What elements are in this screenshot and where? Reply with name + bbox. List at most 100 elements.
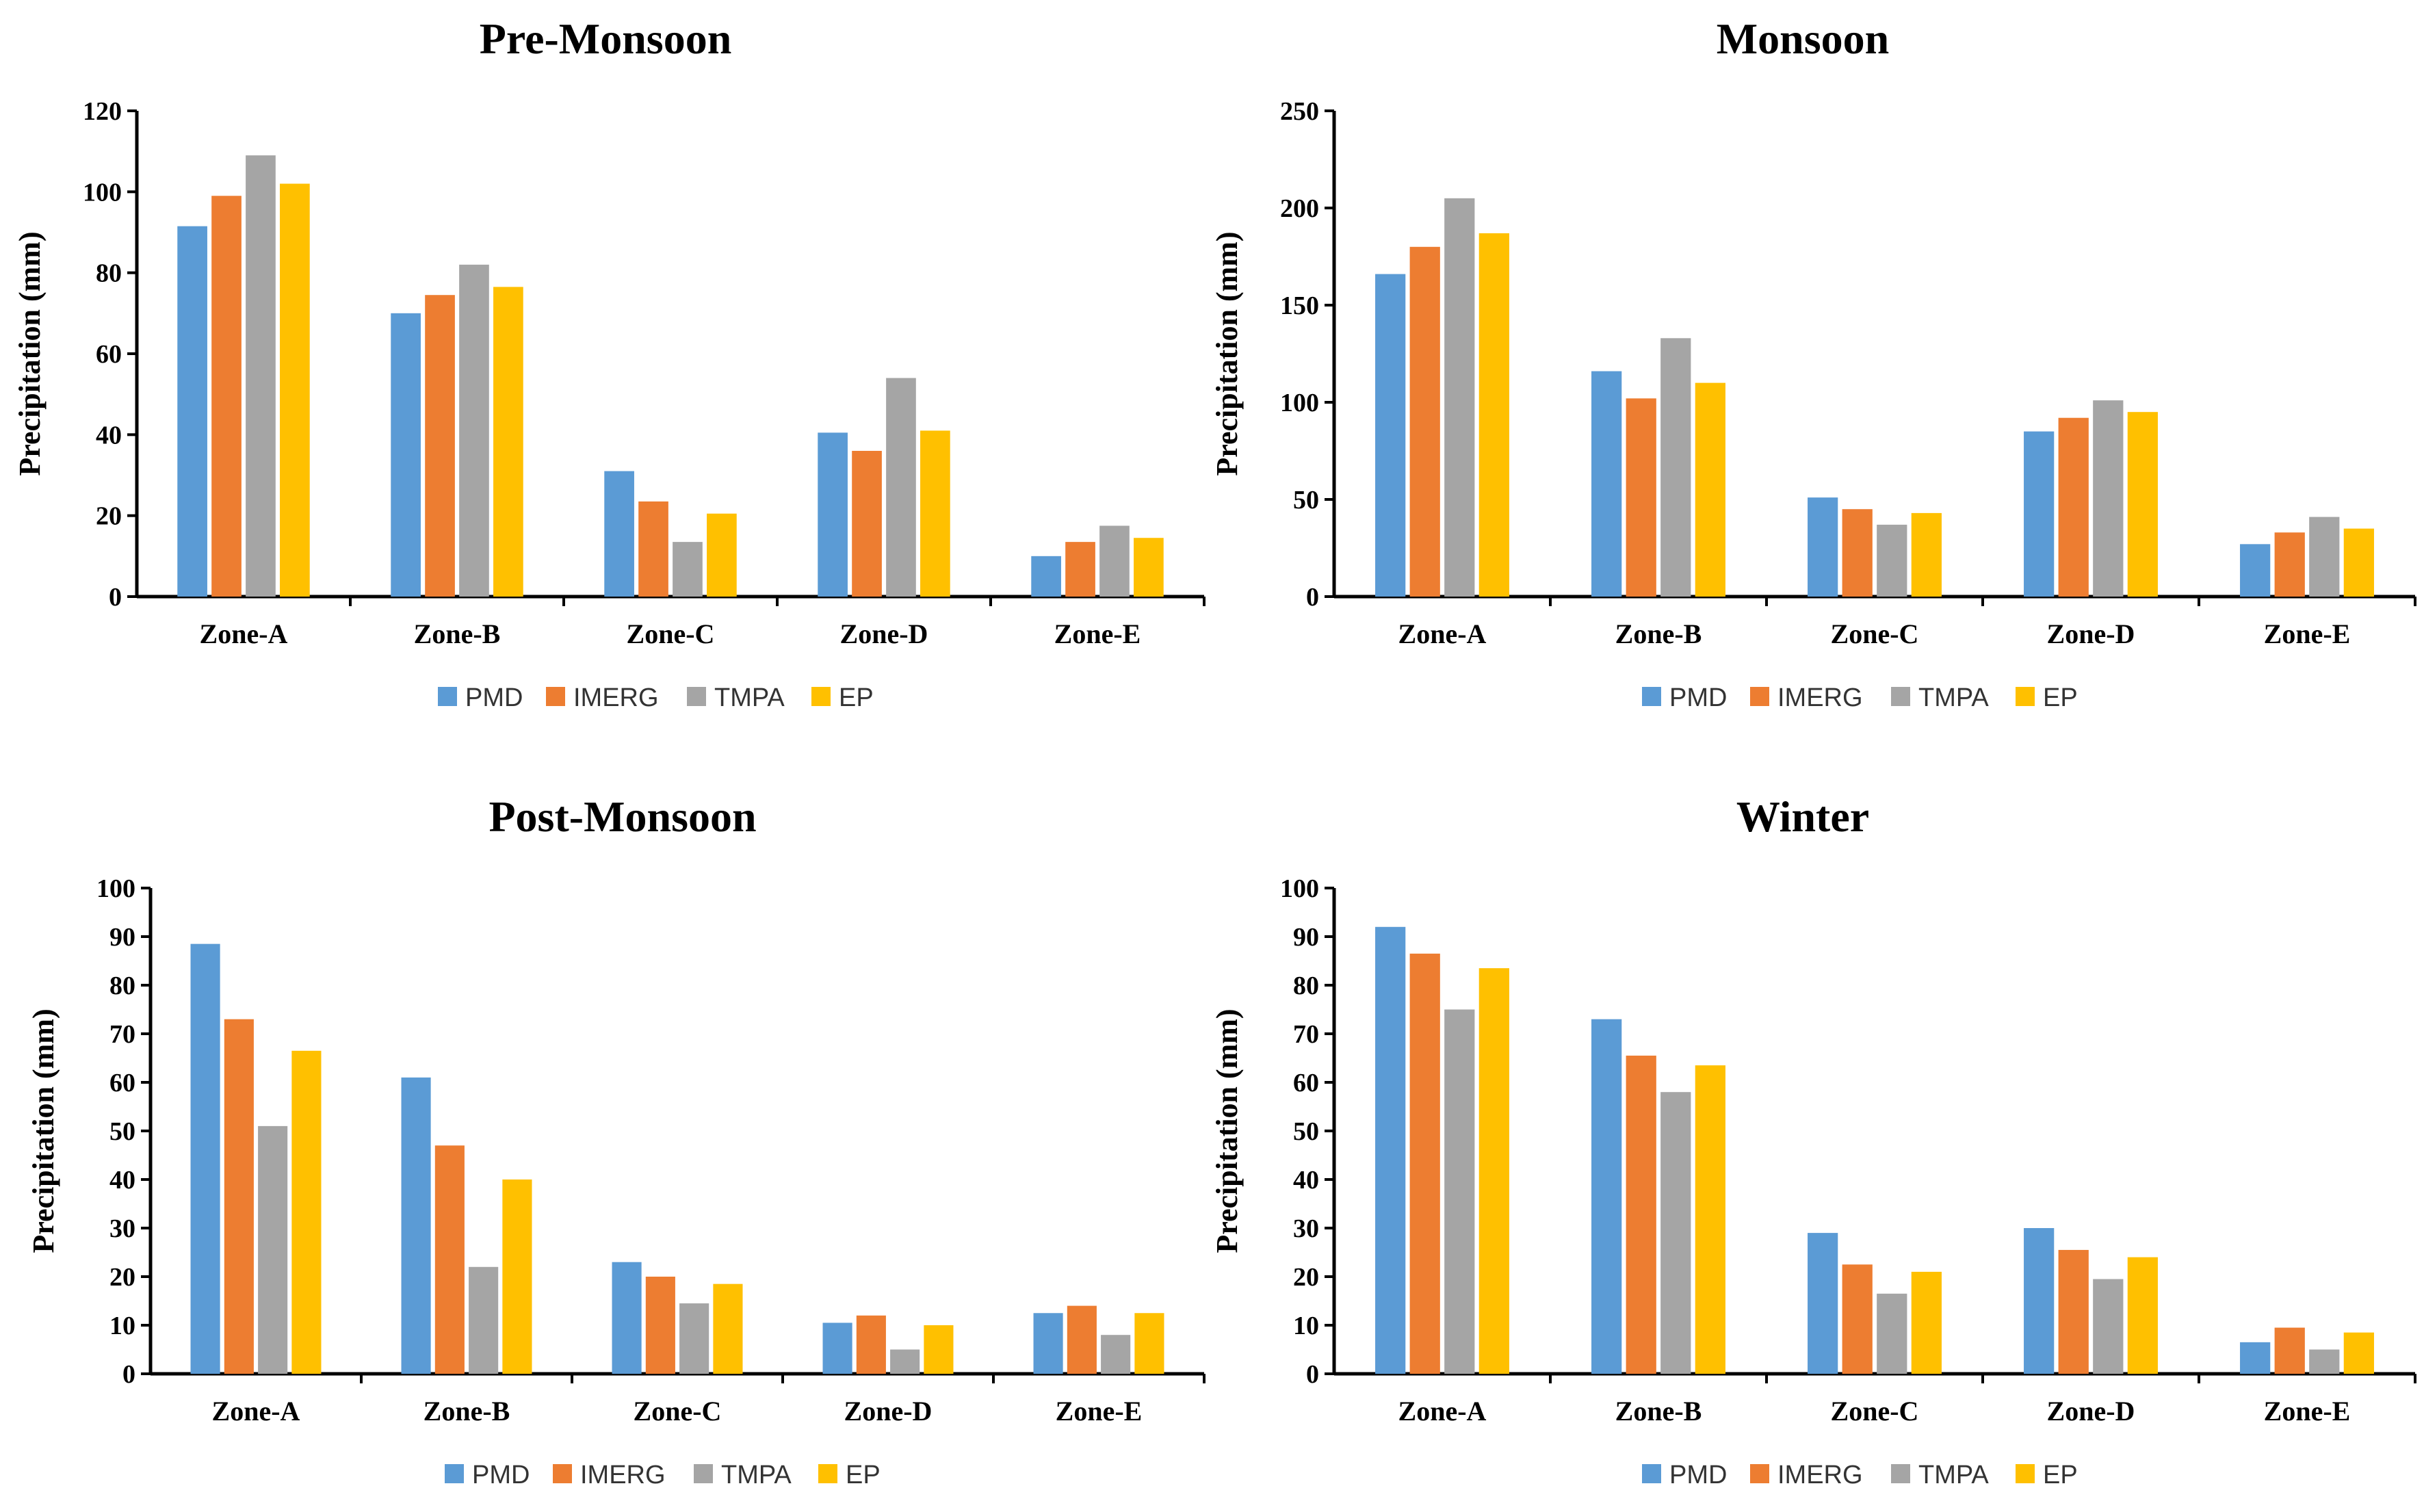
legend-swatch-ep bbox=[811, 687, 831, 706]
bar-ep-zone-e bbox=[2343, 1332, 2374, 1374]
y-tick-label: 0 bbox=[1306, 583, 1319, 612]
y-tick-label: 100 bbox=[1280, 874, 1319, 903]
bar-imerg-zone-c bbox=[1842, 509, 1873, 597]
bar-ep-zone-b bbox=[1695, 382, 1725, 597]
bar-imerg-zone-d bbox=[2058, 1249, 2089, 1374]
y-tick-label: 70 bbox=[109, 1020, 135, 1049]
legend-swatch-pmd bbox=[1642, 1464, 1661, 1483]
bar-tmpa-zone-c bbox=[1877, 1293, 1907, 1374]
bar-ep-zone-b bbox=[502, 1179, 532, 1374]
bar-pmd-zone-b bbox=[391, 313, 421, 597]
x-category-label: Zone-A bbox=[200, 618, 288, 649]
bar-ep-zone-d bbox=[924, 1325, 954, 1374]
bar-pmd-zone-d bbox=[818, 432, 848, 597]
bar-imerg-zone-b bbox=[1626, 398, 1656, 597]
bar-tmpa-zone-c bbox=[673, 542, 703, 597]
legend-swatch-tmpa bbox=[687, 687, 706, 706]
x-category-label: Zone-A bbox=[212, 1396, 300, 1426]
legend-label-tmpa: TMPA bbox=[1918, 683, 1989, 712]
x-category-label: Zone-D bbox=[2047, 618, 2135, 649]
y-tick-label: 50 bbox=[1293, 1117, 1319, 1146]
y-tick-label: 0 bbox=[122, 1360, 135, 1389]
bar-imerg-zone-e bbox=[2274, 1327, 2305, 1374]
bar-imerg-zone-e bbox=[2274, 532, 2305, 597]
legend-label-imerg: IMERG bbox=[573, 683, 659, 712]
bar-ep-zone-d bbox=[920, 430, 950, 597]
bar-tmpa-zone-a bbox=[1444, 198, 1475, 597]
bar-ep-zone-a bbox=[280, 183, 310, 597]
bar-ep-zone-e bbox=[1134, 538, 1164, 597]
x-category-label: Zone-D bbox=[840, 618, 928, 649]
y-tick-label: 100 bbox=[83, 178, 122, 207]
y-tick-label: 40 bbox=[109, 1166, 135, 1195]
bar-ep-zone-b bbox=[493, 287, 523, 597]
x-category-label: Zone-D bbox=[2047, 1396, 2135, 1426]
y-tick-label: 0 bbox=[1306, 1360, 1319, 1389]
y-tick-label: 40 bbox=[96, 421, 122, 449]
bar-pmd-zone-e bbox=[2240, 544, 2271, 597]
bar-tmpa-zone-a bbox=[1444, 1009, 1475, 1374]
bar-ep-zone-d bbox=[2127, 412, 2158, 597]
legend-label-imerg: IMERG bbox=[1777, 683, 1863, 712]
x-category-label: Zone-C bbox=[1831, 1396, 1919, 1426]
legend-swatch-imerg bbox=[1750, 687, 1769, 706]
legend-label-ep: EP bbox=[2043, 683, 2078, 712]
chart-panel-2: Post-Monsoon Precipitation (mm) 0 10 20 30 40 5… bbox=[27, 792, 1206, 1489]
bar-tmpa-zone-b bbox=[1660, 338, 1691, 597]
bar-pmd-zone-b bbox=[401, 1077, 431, 1374]
y-axis-title: Precipitation (mm) bbox=[1210, 231, 1244, 475]
legend-swatch-ep bbox=[2016, 687, 2035, 706]
bar-tmpa-zone-d bbox=[2093, 400, 2124, 597]
bar-tmpa-zone-c bbox=[679, 1303, 709, 1374]
x-category-label: Zone-B bbox=[1615, 618, 1702, 649]
bar-pmd-zone-a bbox=[177, 226, 207, 597]
bar-pmd-zone-e bbox=[2240, 1342, 2271, 1374]
y-tick-label: 10 bbox=[109, 1312, 135, 1340]
legend-swatch-imerg bbox=[1750, 1464, 1769, 1483]
bar-imerg-zone-a bbox=[1409, 246, 1440, 597]
y-tick-label: 60 bbox=[1293, 1069, 1319, 1097]
legend-swatch-imerg bbox=[546, 687, 565, 706]
bar-imerg-zone-c bbox=[638, 501, 668, 597]
legend-swatch-tmpa bbox=[1891, 687, 1910, 706]
y-tick-label: 30 bbox=[109, 1214, 135, 1243]
legend-swatch-ep bbox=[818, 1464, 837, 1483]
bar-imerg-zone-e bbox=[1065, 542, 1095, 597]
y-tick-label: 20 bbox=[96, 502, 122, 531]
y-tick-label: 120 bbox=[83, 97, 122, 126]
bar-pmd-zone-d bbox=[2024, 1228, 2055, 1374]
y-tick-label: 100 bbox=[96, 874, 135, 903]
x-category-label: Zone-B bbox=[414, 618, 501, 649]
bar-ep-zone-a bbox=[1478, 968, 1509, 1374]
y-tick-label: 50 bbox=[1293, 486, 1319, 514]
y-tick-label: 20 bbox=[1293, 1263, 1319, 1292]
legend-label-ep: EP bbox=[2043, 1461, 2078, 1489]
bar-tmpa-zone-e bbox=[1099, 525, 1130, 597]
legend-label-tmpa: TMPA bbox=[721, 1461, 792, 1489]
bar-imerg-zone-d bbox=[856, 1315, 886, 1374]
legend-swatch-imerg bbox=[553, 1464, 572, 1483]
legend: PMD IMERG TMPA EP bbox=[438, 683, 874, 712]
legend-label-pmd: PMD bbox=[1669, 683, 1727, 712]
y-tick-label: 90 bbox=[1293, 923, 1319, 952]
bar-pmd-zone-a bbox=[190, 943, 220, 1374]
y-tick-label: 50 bbox=[109, 1117, 135, 1146]
y-tick-label: 150 bbox=[1280, 291, 1319, 320]
bar-tmpa-zone-e bbox=[2309, 517, 2340, 597]
legend-label-pmd: PMD bbox=[472, 1461, 530, 1489]
bar-ep-zone-a bbox=[291, 1050, 322, 1374]
bar-ep-zone-e bbox=[2343, 528, 2374, 597]
bar-imerg-zone-a bbox=[224, 1019, 254, 1374]
legend-swatch-tmpa bbox=[1891, 1464, 1910, 1483]
x-category-label: Zone-B bbox=[1615, 1396, 1702, 1426]
legend-swatch-pmd bbox=[1642, 687, 1661, 706]
legend: PMD IMERG TMPA EP bbox=[445, 1461, 881, 1489]
bar-ep-zone-e bbox=[1134, 1313, 1164, 1374]
x-category-label: Zone-C bbox=[627, 618, 715, 649]
bar-ep-zone-d bbox=[2127, 1257, 2158, 1374]
y-tick-label: 60 bbox=[109, 1069, 135, 1097]
bar-tmpa-zone-b bbox=[1660, 1092, 1691, 1374]
y-tick-label: 80 bbox=[109, 972, 135, 1000]
bar-pmd-zone-c bbox=[612, 1262, 642, 1374]
